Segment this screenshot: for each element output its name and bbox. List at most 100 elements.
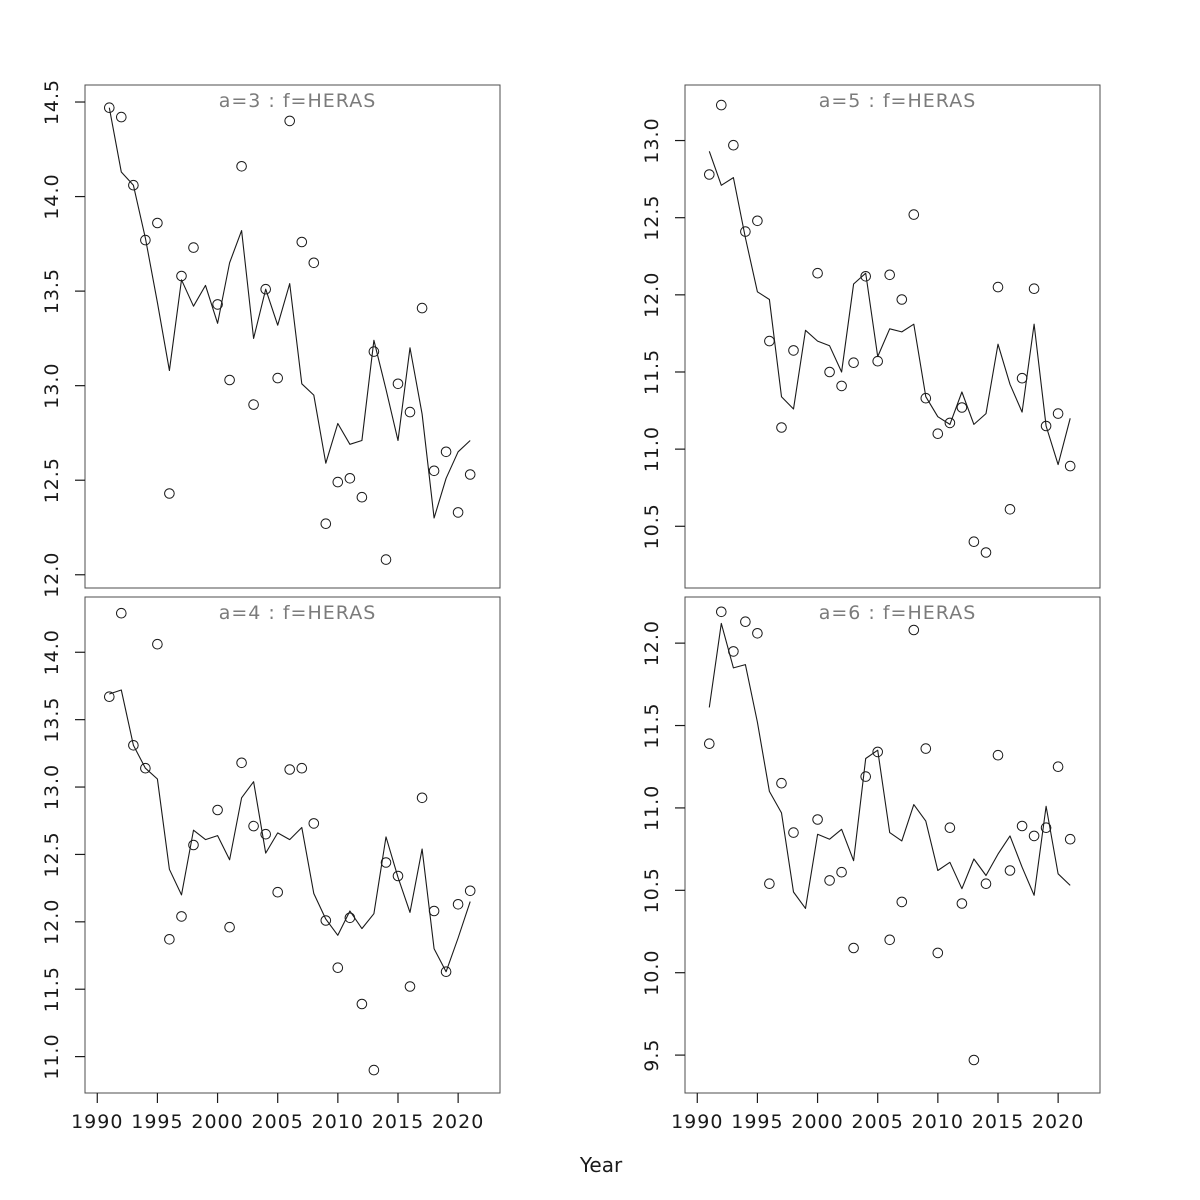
data-point-a3 xyxy=(380,554,392,565)
data-point-a6 xyxy=(944,822,956,834)
data-point-a6 xyxy=(884,934,896,946)
data-point-a4 xyxy=(368,1064,380,1076)
panel-border-a3 xyxy=(84,84,501,589)
data-point-a6 xyxy=(932,947,944,959)
y-tick-label-a4: 13.0 xyxy=(41,764,63,810)
data-point-a6 xyxy=(704,738,715,750)
panel-border-a5 xyxy=(684,84,1101,589)
x-tick-label-a6: 2010 xyxy=(912,1111,964,1133)
data-point-a3 xyxy=(416,302,428,314)
data-point-a4 xyxy=(320,915,332,926)
data-point-a3 xyxy=(320,518,332,530)
data-point-a4 xyxy=(356,998,368,1010)
data-point-a3 xyxy=(212,299,223,310)
fit-line-a3 xyxy=(108,107,471,519)
data-point-a6 xyxy=(968,1054,980,1066)
data-point-a5 xyxy=(728,139,739,151)
data-point-a4 xyxy=(248,820,259,832)
data-point-a5 xyxy=(956,402,968,413)
data-point-a5 xyxy=(788,345,799,356)
data-point-a4 xyxy=(116,607,127,619)
data-point-a4 xyxy=(212,804,223,816)
data-point-a5 xyxy=(884,269,896,281)
y-tick-label-a6: 11.5 xyxy=(641,702,663,748)
panel-title-a5: a=5 : f=HERAS xyxy=(819,90,977,112)
x-tick-label-a6: 2020 xyxy=(1032,1111,1084,1133)
data-point-a4 xyxy=(272,886,284,898)
data-point-a3 xyxy=(128,179,139,191)
data-point-a3 xyxy=(332,476,344,488)
data-point-a4 xyxy=(404,981,416,992)
data-point-a5 xyxy=(968,536,980,548)
data-point-a3 xyxy=(284,115,296,127)
x-tick-label-a4: 1995 xyxy=(131,1111,183,1133)
data-point-a6 xyxy=(740,616,751,628)
data-point-a3 xyxy=(392,378,404,390)
data-point-a6 xyxy=(848,942,859,954)
y-tick-label-a6: 10.0 xyxy=(641,950,663,996)
data-point-a4 xyxy=(260,828,272,840)
data-point-a6 xyxy=(1040,822,1052,834)
data-point-a6 xyxy=(752,628,763,639)
data-point-a6 xyxy=(1004,865,1016,876)
data-point-a5 xyxy=(824,366,835,378)
data-point-a4 xyxy=(380,857,392,868)
fit-line-a6 xyxy=(708,622,1071,909)
data-point-a6 xyxy=(908,624,920,636)
data-point-a3 xyxy=(452,507,464,518)
data-point-a4 xyxy=(344,912,356,924)
data-point-a5 xyxy=(812,267,823,279)
x-tick-label-a4: 2005 xyxy=(252,1111,304,1133)
data-point-a3 xyxy=(440,446,452,458)
x-tick-label-a6: 2015 xyxy=(972,1111,1024,1133)
data-point-a5 xyxy=(836,380,847,392)
y-tick-label-a5: 10.5 xyxy=(641,503,663,549)
data-point-a6 xyxy=(1064,833,1076,845)
x-tick-label-a6: 1990 xyxy=(671,1111,723,1133)
data-point-a3 xyxy=(368,346,380,357)
data-point-a3 xyxy=(308,257,320,269)
data-point-a3 xyxy=(248,399,259,410)
data-point-a5 xyxy=(1028,283,1040,295)
data-point-a5 xyxy=(1052,408,1064,419)
y-tick-label-a5: 12.5 xyxy=(641,195,663,241)
data-point-a5 xyxy=(1004,504,1016,515)
data-point-a3 xyxy=(188,242,199,253)
y-tick-label-a5: 11.0 xyxy=(641,426,663,472)
data-point-a6 xyxy=(824,875,835,886)
fit-line-a4 xyxy=(109,689,471,973)
data-point-a6 xyxy=(764,878,775,890)
data-point-a6 xyxy=(776,777,787,789)
data-point-a3 xyxy=(236,161,247,172)
data-point-a5 xyxy=(1064,460,1076,472)
y-tick-label-a3: 14.0 xyxy=(41,173,63,219)
data-point-a6 xyxy=(872,746,884,758)
data-point-a4 xyxy=(428,905,440,917)
x-tick-label-a4: 2000 xyxy=(191,1111,243,1133)
data-point-a4 xyxy=(128,740,139,751)
y-tick-label-a4: 12.0 xyxy=(41,899,63,945)
data-point-a4 xyxy=(284,764,296,775)
y-tick-label-a3: 13.5 xyxy=(41,268,63,314)
data-point-a4 xyxy=(104,691,115,703)
data-point-a5 xyxy=(752,215,763,227)
panel-title-a3: a=3 : f=HERAS xyxy=(219,90,377,112)
data-point-a6 xyxy=(896,896,908,908)
panel-border-a4 xyxy=(84,596,501,1094)
data-point-a6 xyxy=(1028,830,1040,842)
panel-title-a4: a=4 : f=HERAS xyxy=(219,602,377,624)
data-point-a5 xyxy=(992,281,1004,293)
data-point-a5 xyxy=(776,422,787,433)
x-axis-title: Year xyxy=(579,1153,623,1177)
data-point-a4 xyxy=(152,638,163,650)
data-point-a4 xyxy=(236,757,247,769)
data-point-a6 xyxy=(788,827,799,838)
data-point-a4 xyxy=(440,966,452,978)
data-point-a4 xyxy=(176,911,187,922)
data-point-a3 xyxy=(344,473,356,484)
data-point-a3 xyxy=(224,374,235,386)
x-tick-label-a6: 2000 xyxy=(791,1111,843,1133)
fit-line-a5 xyxy=(708,151,1071,466)
data-point-a5 xyxy=(764,335,775,347)
